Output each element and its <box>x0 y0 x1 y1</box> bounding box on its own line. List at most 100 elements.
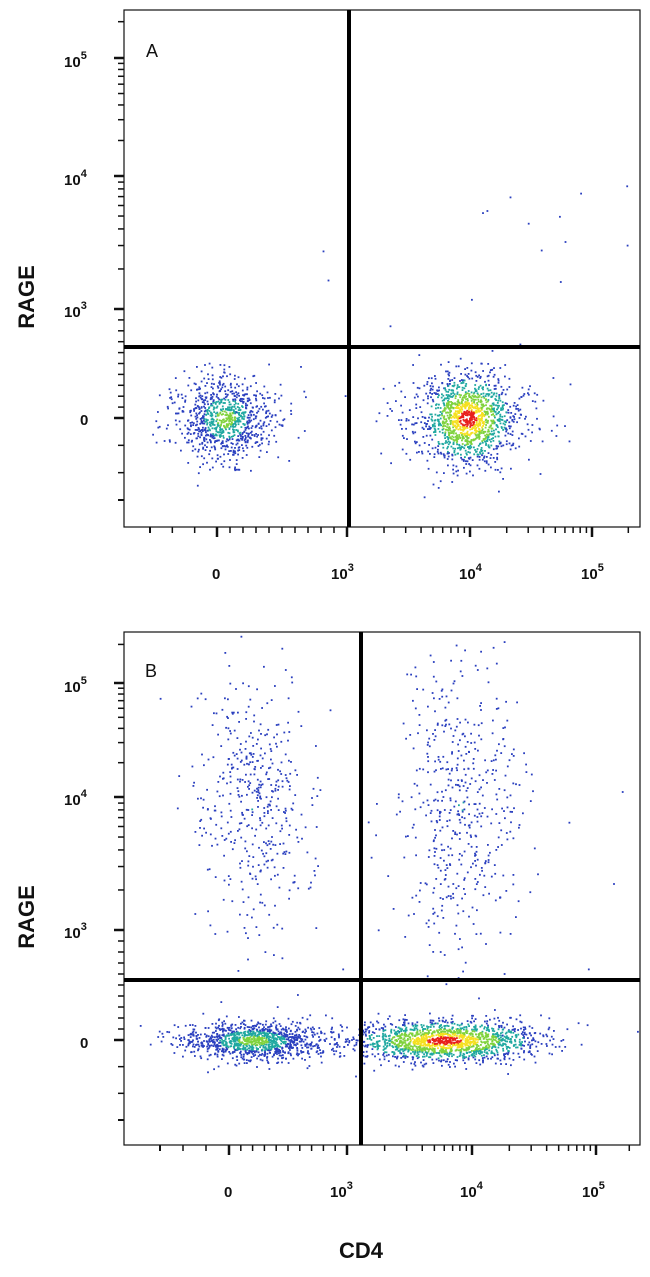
event-dot <box>421 1051 424 1054</box>
event-dot <box>430 377 433 380</box>
event-dot <box>482 403 485 406</box>
event-dot <box>207 434 209 437</box>
event-dot <box>215 412 217 415</box>
event-dot <box>221 1027 224 1030</box>
event-dot <box>481 1041 483 1044</box>
event-dot <box>201 422 204 425</box>
event-dot <box>444 1052 447 1055</box>
event-dot <box>269 420 272 422</box>
event-dot <box>441 1046 443 1049</box>
event-dot <box>528 458 530 461</box>
event-dot <box>225 424 228 427</box>
event-dot <box>241 398 243 400</box>
event-dot <box>257 1039 259 1041</box>
event-dot <box>442 1044 445 1046</box>
event-dot <box>462 1059 465 1062</box>
event-dot <box>275 1038 277 1040</box>
event-dot <box>440 1045 442 1048</box>
event-dot <box>207 1071 209 1074</box>
event-dot <box>231 1037 234 1040</box>
event-dot <box>312 1031 315 1034</box>
event-dot <box>429 385 432 387</box>
event-dot <box>504 402 507 405</box>
event-dot <box>197 472 200 475</box>
event-dot <box>558 1045 561 1048</box>
event-dot <box>436 1037 439 1039</box>
event-dot <box>376 1020 378 1023</box>
event-dot <box>459 380 461 382</box>
event-dot <box>512 415 515 417</box>
event-dot <box>416 1048 419 1051</box>
event-dot <box>199 466 201 468</box>
event-dot <box>434 430 436 433</box>
event-dot <box>194 448 197 451</box>
event-dot <box>261 1034 264 1037</box>
event-dot <box>427 420 429 422</box>
event-dot <box>260 439 263 441</box>
event-dot <box>487 389 490 392</box>
event-dot <box>429 392 431 394</box>
event-dot <box>290 409 292 412</box>
event-dot <box>184 400 186 403</box>
event-dot <box>469 428 472 431</box>
event-dot <box>447 1041 450 1044</box>
event-dot <box>194 429 197 431</box>
event-dot <box>449 383 451 385</box>
event-dot <box>439 411 442 413</box>
event-dot <box>179 428 182 431</box>
event-dot <box>227 1046 230 1049</box>
event-dot <box>453 451 456 454</box>
event-dot <box>509 1038 511 1041</box>
event-dot <box>249 1040 252 1043</box>
event-dot <box>228 422 231 425</box>
event-dot <box>389 1023 392 1025</box>
event-dot <box>489 389 492 392</box>
event-dot <box>259 392 262 395</box>
event-dot <box>454 435 457 438</box>
event-dot <box>223 410 226 413</box>
event-dot <box>228 409 231 412</box>
event-dot <box>203 1040 205 1042</box>
event-dot <box>219 364 222 366</box>
event-dot <box>468 1032 471 1035</box>
event-dot <box>533 1055 536 1058</box>
event-dot <box>485 435 488 438</box>
event-dot <box>290 402 293 405</box>
event-dot <box>428 1039 431 1041</box>
event-dot <box>238 407 241 409</box>
event-dot <box>248 419 251 422</box>
event-dot <box>293 1036 296 1039</box>
event-dot <box>378 1035 381 1037</box>
event-dot <box>384 1029 387 1032</box>
event-dot <box>206 1050 209 1053</box>
event-dot <box>477 396 480 398</box>
event-dot <box>220 1041 223 1043</box>
event-dot <box>229 436 231 439</box>
event-dot <box>518 1044 521 1046</box>
event-dot <box>397 1035 400 1038</box>
event-dot <box>209 1036 212 1039</box>
event-dot <box>411 1023 414 1026</box>
event-dot <box>237 385 240 388</box>
event-dot <box>395 1031 397 1033</box>
event-dot <box>429 1046 431 1049</box>
event-dot <box>222 465 225 468</box>
event-dot <box>482 414 485 417</box>
event-dot <box>418 1039 421 1042</box>
event-dot <box>537 1041 540 1044</box>
event-dot <box>423 416 426 419</box>
event-dot <box>439 1049 442 1052</box>
event-dot <box>257 1022 260 1025</box>
event-dot <box>466 441 469 444</box>
event-dot <box>219 383 221 386</box>
event-dot <box>483 423 485 425</box>
event-dot <box>270 1045 273 1048</box>
event-dot <box>444 432 447 435</box>
event-dot <box>509 433 512 435</box>
event-dot <box>465 452 468 455</box>
event-dot <box>409 1028 412 1031</box>
event-dot <box>432 400 435 403</box>
event-dot <box>460 1041 463 1044</box>
event-dot <box>456 1037 458 1039</box>
event-dot <box>256 435 258 438</box>
